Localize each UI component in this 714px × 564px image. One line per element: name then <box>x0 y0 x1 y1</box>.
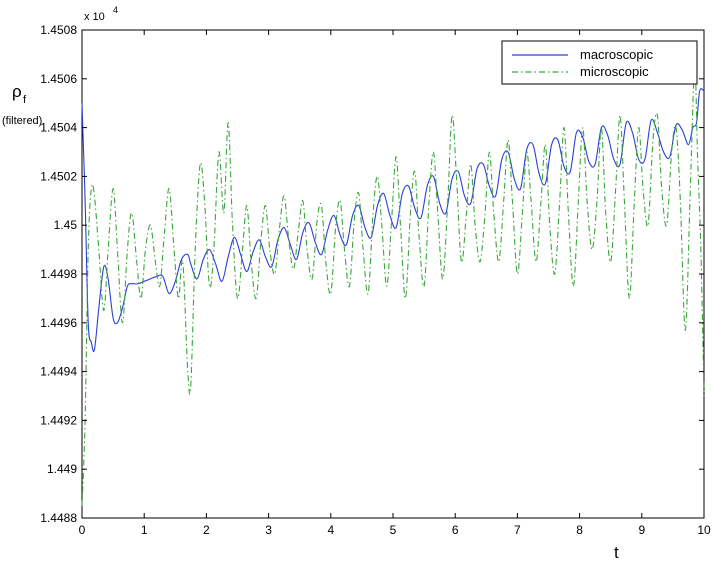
y-tick-label: 1.4504 <box>40 121 77 135</box>
y-tick-label: 1.4502 <box>40 169 77 183</box>
y-exponent-power: 4 <box>113 5 118 15</box>
y-tick-label: 1.4508 <box>40 23 77 37</box>
legend: macroscopic microscopic <box>501 40 698 85</box>
x-tick-label: 7 <box>514 523 521 537</box>
y-tick-label: 1.4506 <box>40 72 77 86</box>
legend-label-macroscopic: macroscopic <box>580 47 653 62</box>
tick-layer: 0 1 2 3 4 5 6 7 8 9 10 1.4488 1.449 1.4492 1.4494 1.449… <box>40 23 711 537</box>
y-tick-label: 1.449 <box>47 462 77 476</box>
plot-area <box>81 29 705 519</box>
x-tick-label: 1 <box>141 523 148 537</box>
x-tick-label: 2 <box>203 523 210 537</box>
y-axis-label-subscript: f <box>23 94 27 106</box>
x-tick-label: 10 <box>697 523 711 537</box>
y-tick-label: 1.45 <box>54 218 78 232</box>
y-axis-label: ρ <box>12 82 22 101</box>
y-tick-label: 1.4498 <box>40 267 77 281</box>
y-tick-label: 1.4494 <box>40 365 77 379</box>
legend-box <box>501 40 698 85</box>
series-layer <box>81 66 705 506</box>
y-axis-note: (filtered) <box>2 115 42 127</box>
x-axis-label: t <box>614 543 619 562</box>
series-line-microscopic <box>81 66 705 506</box>
x-tick-label: 6 <box>452 523 459 537</box>
y-tick-label: 1.4488 <box>40 511 77 525</box>
x-tick-label: 4 <box>327 523 334 537</box>
y-tick-label: 1.4492 <box>40 413 77 427</box>
x-tick-label: 0 <box>79 523 86 537</box>
x-tick-label: 5 <box>390 523 397 537</box>
x-tick-label: 8 <box>576 523 583 537</box>
x-tick-label: 3 <box>265 523 272 537</box>
legend-label-microscopic: microscopic <box>580 64 649 79</box>
x-tick-label: 9 <box>638 523 645 537</box>
series-line-macroscopic <box>81 88 705 353</box>
y-exponent-label: x 10 <box>84 11 105 23</box>
y-tick-label: 1.4496 <box>40 316 77 330</box>
